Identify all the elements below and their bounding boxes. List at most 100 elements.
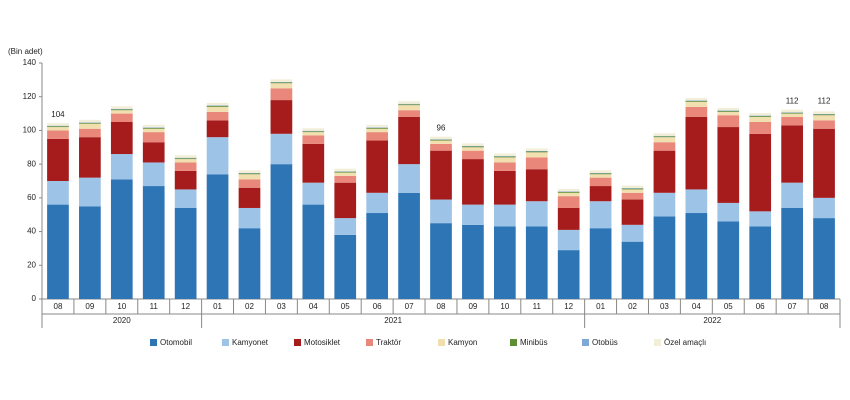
y-tick-label: 60: [27, 193, 36, 202]
total-label: 96: [437, 123, 446, 132]
bar-segment: [717, 108, 740, 111]
bar-segment: [813, 197, 835, 219]
bar-segment: [717, 202, 740, 222]
bar-segment: [302, 131, 325, 133]
bar-segment: [462, 159, 484, 205]
bar-segment: [110, 122, 133, 155]
bar-segment: [653, 142, 676, 151]
bar-segment: [79, 123, 101, 129]
bar-segment: [238, 173, 261, 175]
bar-segment: [334, 171, 357, 172]
bar-segment: [270, 79, 293, 82]
bar-segment: [110, 108, 133, 110]
bar-segment: [270, 83, 293, 89]
bar-segment: [174, 207, 197, 299]
bar-segment: [813, 218, 835, 299]
bar-segment: [334, 171, 357, 173]
total-label: 104: [51, 110, 65, 119]
bar-segment: [366, 213, 389, 299]
bar-segment: [142, 124, 165, 128]
x-tick-label: 02: [245, 302, 254, 311]
y-tick-label: 100: [23, 126, 37, 135]
bar-segment: [589, 172, 612, 174]
x-tick-label: 10: [117, 302, 126, 311]
bar-segment: [110, 110, 133, 114]
bar-segment: [653, 136, 676, 138]
bar-segment: [430, 139, 452, 140]
bar-segment: [525, 152, 548, 158]
legend-label: Otobüs: [592, 338, 618, 347]
x-tick-label: 06: [373, 302, 382, 311]
bar-segment: [398, 116, 420, 165]
bar-segment: [47, 138, 69, 181]
bar-segment: [462, 150, 484, 160]
bar-segment: [174, 158, 197, 160]
bar-segment: [717, 111, 740, 112]
x-tick-label: 09: [85, 302, 94, 311]
bar-segment: [589, 174, 612, 178]
bar-segment: [79, 122, 101, 123]
bar-segment: [238, 170, 261, 173]
bar-segment: [398, 192, 420, 299]
bar-segment: [79, 128, 101, 138]
legend-swatch: [222, 339, 229, 346]
bar-segment: [621, 224, 644, 242]
bar-segment: [238, 187, 261, 208]
bar-segment: [493, 157, 516, 163]
bar-segment: [366, 192, 389, 214]
legend-label: Motosiklet: [304, 338, 341, 347]
legend-swatch: [150, 339, 157, 346]
group-label: 2020: [113, 316, 131, 325]
x-tick-label: 04: [692, 302, 701, 311]
bar-segment: [557, 207, 580, 230]
bar-segment: [813, 113, 835, 115]
bar-segment: [781, 116, 803, 126]
bar-segment: [110, 113, 133, 122]
bar-segment: [302, 204, 325, 299]
bar-segment: [302, 135, 325, 144]
bar-segment: [525, 169, 548, 202]
bar-segment: [238, 174, 261, 180]
bar-segment: [334, 234, 357, 299]
bar-segment: [813, 114, 835, 116]
bar-segment: [398, 103, 420, 105]
legend-swatch: [654, 339, 661, 346]
bar-segment: [142, 162, 165, 187]
x-tick-label: 11: [533, 302, 542, 311]
x-tick-label: 02: [628, 302, 637, 311]
bar-segment: [79, 122, 101, 124]
legend-label: Otomobil: [160, 338, 192, 347]
bar-segment: [589, 170, 612, 173]
bar-segment: [813, 115, 835, 121]
bar-segment: [749, 122, 772, 134]
x-tick-label: 03: [277, 302, 286, 311]
bar-segment: [366, 128, 389, 133]
y-tick-label: 120: [23, 92, 37, 101]
bar-segment: [79, 137, 101, 178]
bar-segment: [621, 241, 644, 299]
bar-segment: [206, 137, 229, 175]
x-tick-label: 05: [724, 302, 733, 311]
bar-segment: [653, 137, 676, 143]
bar-segment: [813, 128, 835, 198]
bar-segment: [110, 106, 133, 109]
bar-segment: [717, 110, 740, 112]
bar-segment: [685, 116, 708, 190]
bar-segment: [142, 186, 165, 299]
bar-segment: [685, 213, 708, 299]
bar-segment: [653, 133, 676, 136]
x-tick-label: 03: [660, 302, 669, 311]
bar-segment: [557, 229, 580, 251]
bar-segment: [47, 125, 69, 127]
bar-segment: [398, 110, 420, 117]
x-tick-label: 05: [341, 302, 350, 311]
bar-segment: [47, 126, 69, 128]
bar-segment: [621, 189, 644, 193]
bar-segment: [270, 164, 293, 299]
bar-segment: [238, 179, 261, 188]
bar-segment: [79, 206, 101, 299]
bar-segment: [142, 128, 165, 133]
legend-label: Traktör: [376, 338, 401, 347]
bar-segment: [557, 188, 580, 192]
